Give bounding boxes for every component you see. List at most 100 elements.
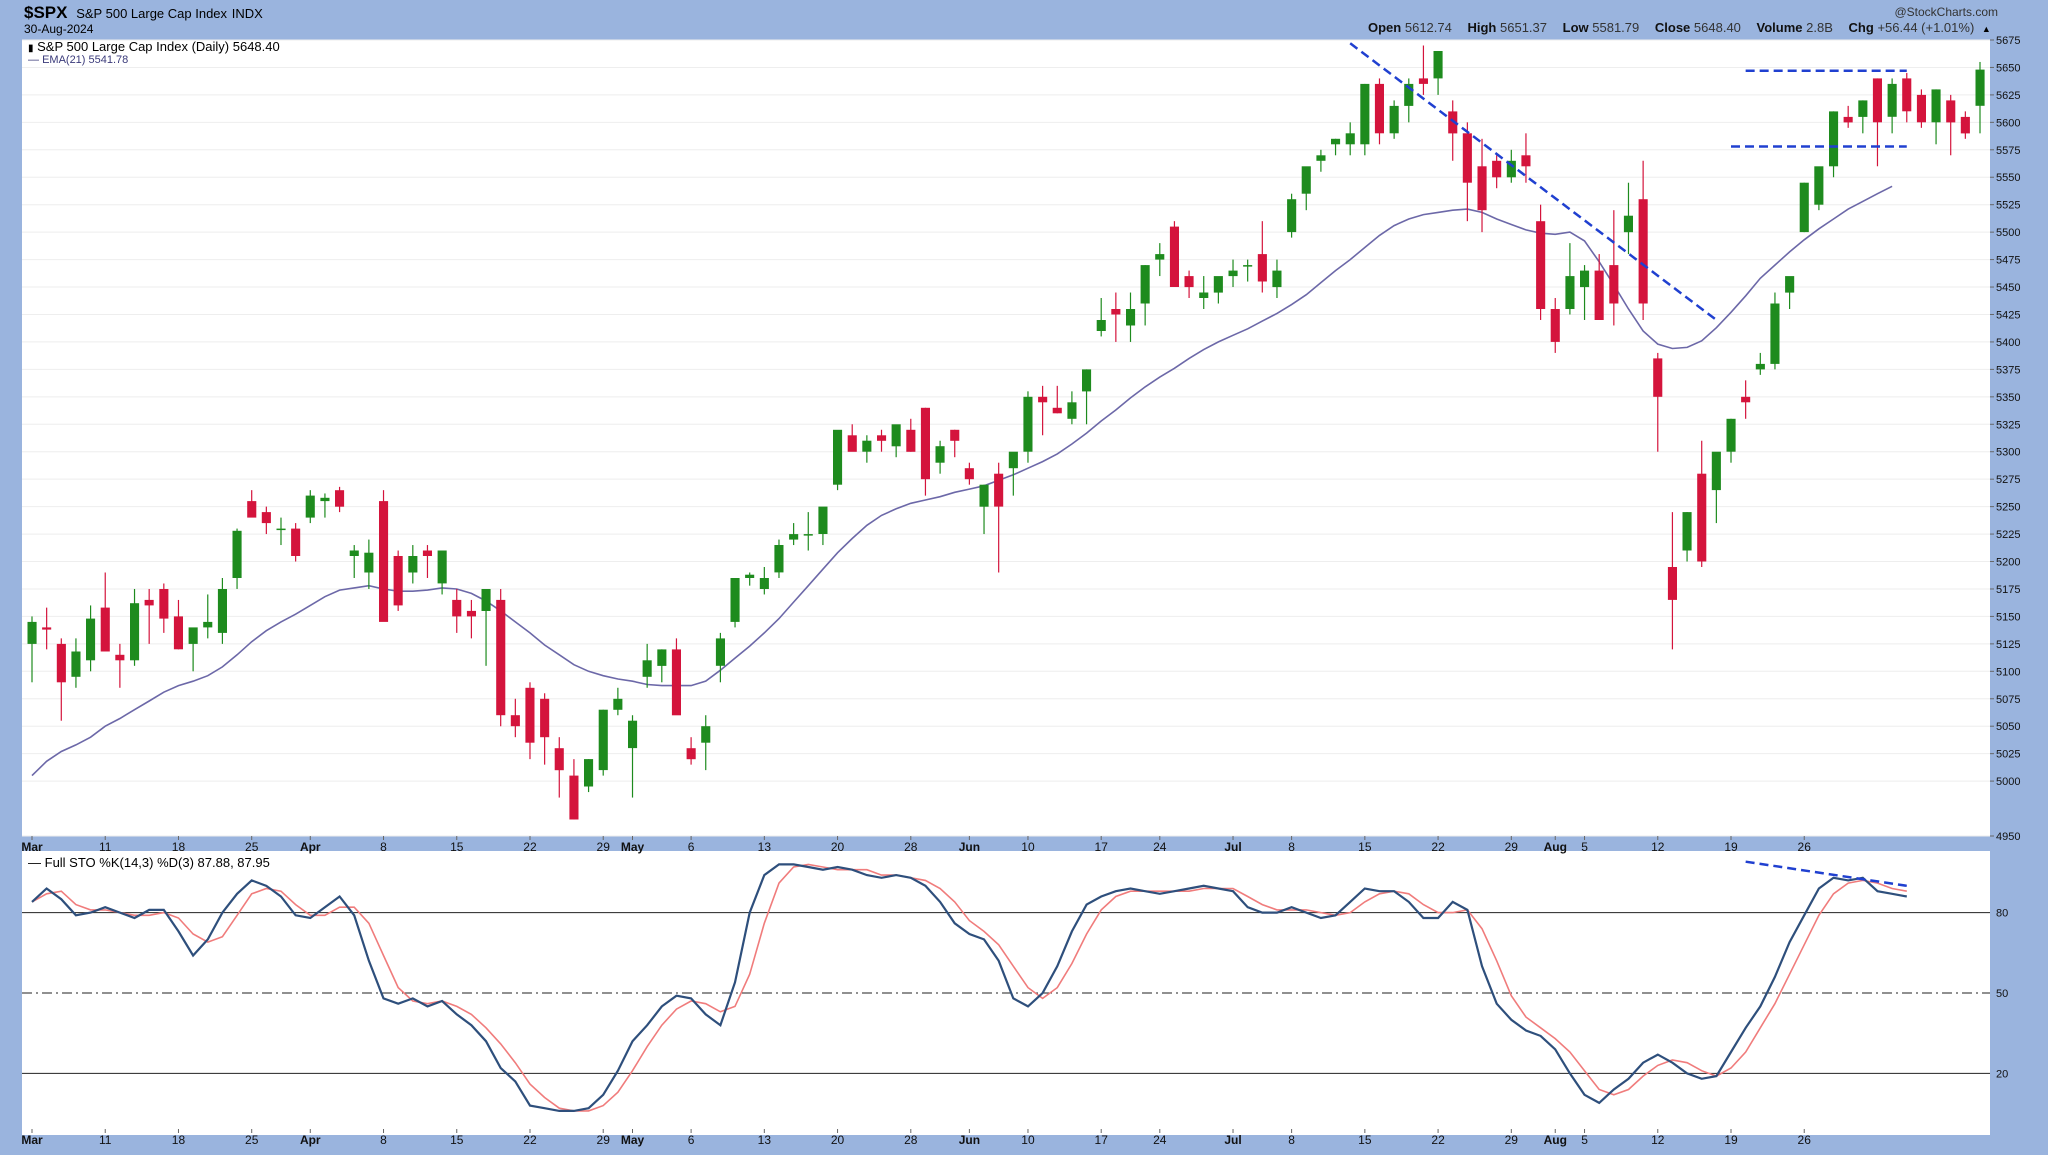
- candle: [554, 737, 564, 798]
- date-label-stochastic: 19: [1724, 1133, 1738, 1147]
- date-label-stochastic: 11: [99, 1133, 112, 1147]
- candle: [1477, 138, 1487, 233]
- price-tick-label: 5400: [1996, 337, 2020, 349]
- candle: [1023, 391, 1033, 463]
- date-label-stochastic: 6: [688, 1133, 695, 1147]
- candle: [291, 523, 301, 562]
- candle-body: [891, 424, 901, 447]
- candle-body: [247, 501, 257, 518]
- brand-label[interactable]: @StockCharts.com: [1894, 5, 1998, 19]
- price-tick-label: 5300: [1996, 447, 2020, 459]
- candle: [950, 429, 960, 458]
- candle-body: [130, 603, 140, 661]
- date-label-price: 8: [380, 840, 387, 854]
- price-tick-label: 5350: [1996, 392, 2020, 404]
- candle-body: [1374, 83, 1384, 134]
- candle-body: [1653, 358, 1663, 397]
- candle: [393, 550, 403, 611]
- candle: [920, 407, 930, 496]
- stochastic-lines-layer: [22, 860, 1990, 1112]
- candle-body: [1667, 567, 1677, 600]
- candle-body: [1404, 83, 1414, 106]
- candle-body: [1345, 133, 1355, 145]
- candle: [1609, 210, 1619, 326]
- candle: [173, 599, 183, 650]
- candle-body: [1975, 69, 1985, 106]
- candle-body: [833, 429, 843, 485]
- candle: [1433, 50, 1443, 95]
- candle-body: [422, 550, 432, 556]
- candle-body: [964, 468, 974, 480]
- candle: [232, 528, 242, 589]
- candle-body: [540, 698, 550, 738]
- candle: [1741, 380, 1751, 419]
- date-label-stochastic: Apr: [300, 1133, 321, 1147]
- candle: [613, 687, 623, 716]
- candle: [994, 462, 1004, 573]
- candle: [657, 649, 667, 683]
- candle: [1667, 512, 1677, 650]
- candle-body: [1697, 473, 1707, 562]
- price-tick-label: 5200: [1996, 557, 2020, 569]
- candle-body: [701, 726, 711, 743]
- candle: [364, 539, 374, 589]
- date-label: 30-Aug-2024: [24, 22, 94, 36]
- candle: [803, 512, 813, 551]
- candle-body: [27, 621, 37, 644]
- date-label-price: 24: [1153, 840, 1167, 854]
- price-tick-label: 5325: [1996, 419, 2020, 431]
- candle: [862, 435, 872, 463]
- candle: [569, 759, 579, 820]
- candle: [379, 490, 389, 622]
- candle: [730, 577, 740, 628]
- date-label-stochastic: 18: [172, 1133, 186, 1147]
- candle: [1550, 298, 1560, 353]
- candle: [1389, 100, 1399, 139]
- candle-body: [525, 687, 535, 743]
- volume-label: Volume: [1756, 20, 1803, 35]
- price-tick-label: 5100: [1996, 666, 2020, 678]
- candle-body: [1931, 89, 1941, 123]
- candle: [1975, 61, 1985, 134]
- candle-body: [686, 748, 696, 760]
- date-label-stochastic: 8: [1288, 1133, 1295, 1147]
- date-label-price: 17: [1095, 840, 1109, 854]
- price-date-axis: Mar 11 18 25 Apr 8 15 22 29 May 6 13 20 28 Jun 10 17 24 Ju…: [21, 836, 1811, 854]
- price-tick-label: 5500: [1996, 227, 2020, 239]
- candle: [906, 418, 916, 452]
- candle-body: [1155, 254, 1165, 260]
- candle: [1960, 111, 1970, 139]
- candle-body: [1096, 320, 1106, 331]
- candle: [789, 523, 799, 546]
- candle: [1887, 78, 1897, 134]
- candle: [1301, 166, 1311, 211]
- index-name: S&P 500 Large Cap Index: [76, 6, 228, 21]
- date-label-stochastic: 15: [1358, 1133, 1372, 1147]
- candle: [1287, 193, 1297, 238]
- ema-line: [31, 185, 1893, 777]
- stochastic-axis-labels: 20 50 80: [1996, 908, 2008, 1081]
- candle: [56, 638, 66, 721]
- date-label-stochastic: 8: [380, 1133, 387, 1147]
- candle: [1228, 259, 1238, 288]
- date-label-price: 6: [688, 840, 695, 854]
- candle-body: [496, 599, 506, 716]
- date-label-price: 18: [172, 840, 186, 854]
- candle-body: [759, 578, 769, 589]
- candle-body: [1872, 78, 1882, 123]
- candle: [1843, 105, 1853, 128]
- date-label-stochastic: Jun: [959, 1133, 980, 1147]
- candle-body: [1389, 105, 1399, 134]
- price-legend-text: S&P 500 Large Cap Index (Daily) 5648.40: [37, 39, 280, 54]
- date-label-price: May: [621, 840, 645, 854]
- date-label-price: 20: [831, 840, 845, 854]
- candle: [71, 638, 81, 688]
- date-label-stochastic: 17: [1095, 1133, 1109, 1147]
- candle-body: [628, 720, 638, 749]
- candle: [130, 588, 140, 666]
- date-label-stochastic: May: [621, 1133, 645, 1147]
- candle: [935, 440, 945, 474]
- candle-body: [1462, 133, 1472, 183]
- candle-body: [1038, 396, 1048, 403]
- candle: [217, 577, 227, 644]
